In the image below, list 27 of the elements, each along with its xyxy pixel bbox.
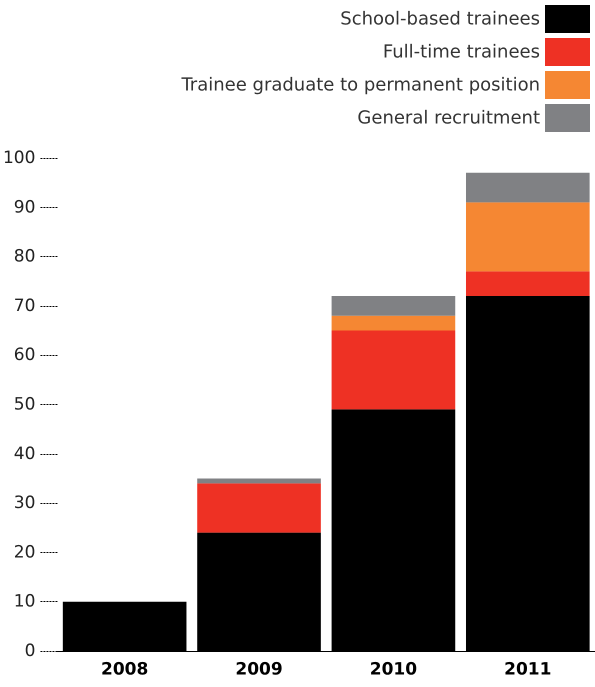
y-tick-label: 70 [14, 296, 36, 316]
legend-label: General recruitment [357, 108, 540, 128]
y-tick-label: 20 [14, 542, 36, 562]
x-tick-label: 2011 [504, 660, 552, 680]
y-tick-label: 30 [14, 493, 36, 514]
y-tick-label: 40 [14, 444, 36, 464]
y-tick-label: 10 [14, 592, 36, 612]
x-tick-label: 2009 [235, 660, 283, 680]
bar [332, 296, 456, 316]
bar [466, 172, 590, 202]
bar [197, 483, 321, 533]
bar [197, 478, 321, 484]
y-tick-label: 60 [14, 345, 36, 366]
bar [466, 271, 590, 296]
y-tick-label: 80 [14, 246, 36, 267]
y-tick-label: 50 [14, 394, 36, 414]
x-tick-label: 2008 [100, 660, 148, 680]
y-tick-label: 100 [2, 148, 36, 168]
y-tick-label: 0 [24, 641, 36, 661]
y-tick-label: 90 [14, 197, 36, 218]
legend-label: Trainee graduate to permanent position [180, 74, 540, 96]
legend-label: Full-time trainees [382, 42, 540, 62]
bar [466, 202, 590, 272]
bar [332, 330, 456, 410]
legend-label: School-based trainees [340, 8, 540, 30]
x-tick-label: 2010 [370, 660, 418, 680]
bar [332, 316, 456, 331]
